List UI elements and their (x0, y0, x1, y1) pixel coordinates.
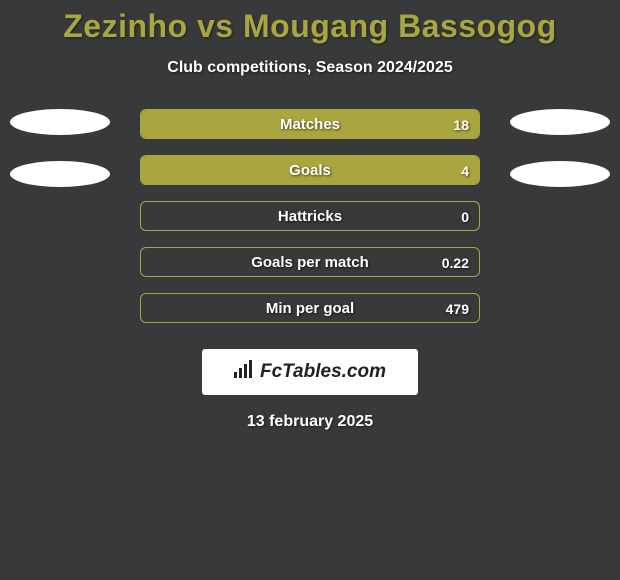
stat-label: Hattricks (141, 202, 479, 231)
comparison-widget: Zezinho vs Mougang Bassogog Club competi… (0, 0, 620, 431)
stat-bar: Goals per match 0.22 (140, 247, 480, 277)
date-text: 13 february 2025 (0, 413, 620, 431)
logo: FcTables.com (234, 360, 386, 384)
stat-bar: Matches 18 (140, 109, 480, 139)
stat-value: 479 (446, 294, 469, 323)
stat-label: Min per goal (141, 294, 479, 323)
logo-box[interactable]: FcTables.com (202, 349, 418, 395)
page-title: Zezinho vs Mougang Bassogog (0, 8, 620, 45)
stat-bar-fill (141, 156, 479, 184)
logo-text: FcTables.com (260, 361, 386, 383)
stat-bar: Hattricks 0 (140, 201, 480, 231)
stat-bar-fill (141, 110, 479, 138)
stat-row-hattricks: Hattricks 0 (0, 201, 620, 247)
subtitle: Club competitions, Season 2024/2025 (0, 59, 620, 77)
stat-row-goals: Goals 4 (0, 155, 620, 201)
stat-value: 0.22 (442, 248, 469, 277)
stat-bar: Goals 4 (140, 155, 480, 185)
stat-label: Goals per match (141, 248, 479, 277)
stat-bar: Min per goal 479 (140, 293, 480, 323)
stat-row-matches: Matches 18 (0, 109, 620, 155)
stats-area: Matches 18 Goals 4 Hattricks 0 Goals per… (0, 109, 620, 339)
stat-value: 0 (461, 202, 469, 231)
stat-row-mpg: Min per goal 479 (0, 293, 620, 339)
bars-icon (234, 360, 256, 384)
stat-row-gpm: Goals per match 0.22 (0, 247, 620, 293)
